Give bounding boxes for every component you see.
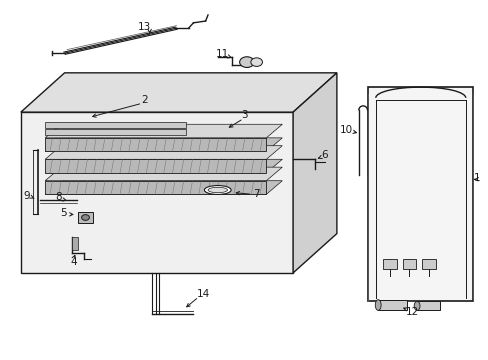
Text: 1: 1	[473, 173, 479, 183]
Text: 3: 3	[241, 110, 247, 120]
Polygon shape	[45, 146, 282, 159]
Polygon shape	[45, 159, 282, 173]
Text: 14: 14	[196, 289, 209, 299]
Polygon shape	[72, 237, 78, 249]
Polygon shape	[45, 159, 266, 173]
Ellipse shape	[207, 187, 227, 193]
Polygon shape	[45, 181, 266, 194]
Polygon shape	[78, 212, 93, 223]
Text: 7: 7	[253, 189, 260, 199]
Polygon shape	[368, 87, 472, 301]
Polygon shape	[45, 122, 186, 128]
Circle shape	[239, 57, 254, 67]
Ellipse shape	[204, 185, 231, 194]
Text: 10: 10	[339, 125, 352, 135]
Polygon shape	[45, 138, 266, 152]
Text: 12: 12	[405, 307, 418, 317]
Circle shape	[250, 58, 262, 66]
Polygon shape	[45, 167, 282, 181]
Text: 4: 4	[70, 257, 77, 267]
Text: 2: 2	[141, 95, 148, 105]
Polygon shape	[45, 181, 282, 194]
Polygon shape	[45, 138, 282, 152]
Polygon shape	[45, 129, 186, 135]
Polygon shape	[377, 300, 407, 310]
Polygon shape	[416, 301, 440, 310]
Polygon shape	[45, 124, 282, 138]
Text: 5: 5	[60, 208, 67, 218]
Ellipse shape	[413, 301, 419, 310]
Polygon shape	[421, 258, 435, 269]
Text: 9: 9	[23, 191, 30, 201]
Text: 6: 6	[321, 150, 327, 160]
Text: 11: 11	[216, 49, 229, 59]
Text: 8: 8	[55, 192, 62, 202]
Polygon shape	[382, 258, 396, 269]
Ellipse shape	[374, 300, 380, 310]
Circle shape	[81, 215, 89, 220]
Polygon shape	[402, 258, 415, 269]
Polygon shape	[21, 73, 336, 112]
Text: 13: 13	[138, 22, 151, 32]
Polygon shape	[21, 112, 292, 273]
Polygon shape	[292, 73, 336, 273]
